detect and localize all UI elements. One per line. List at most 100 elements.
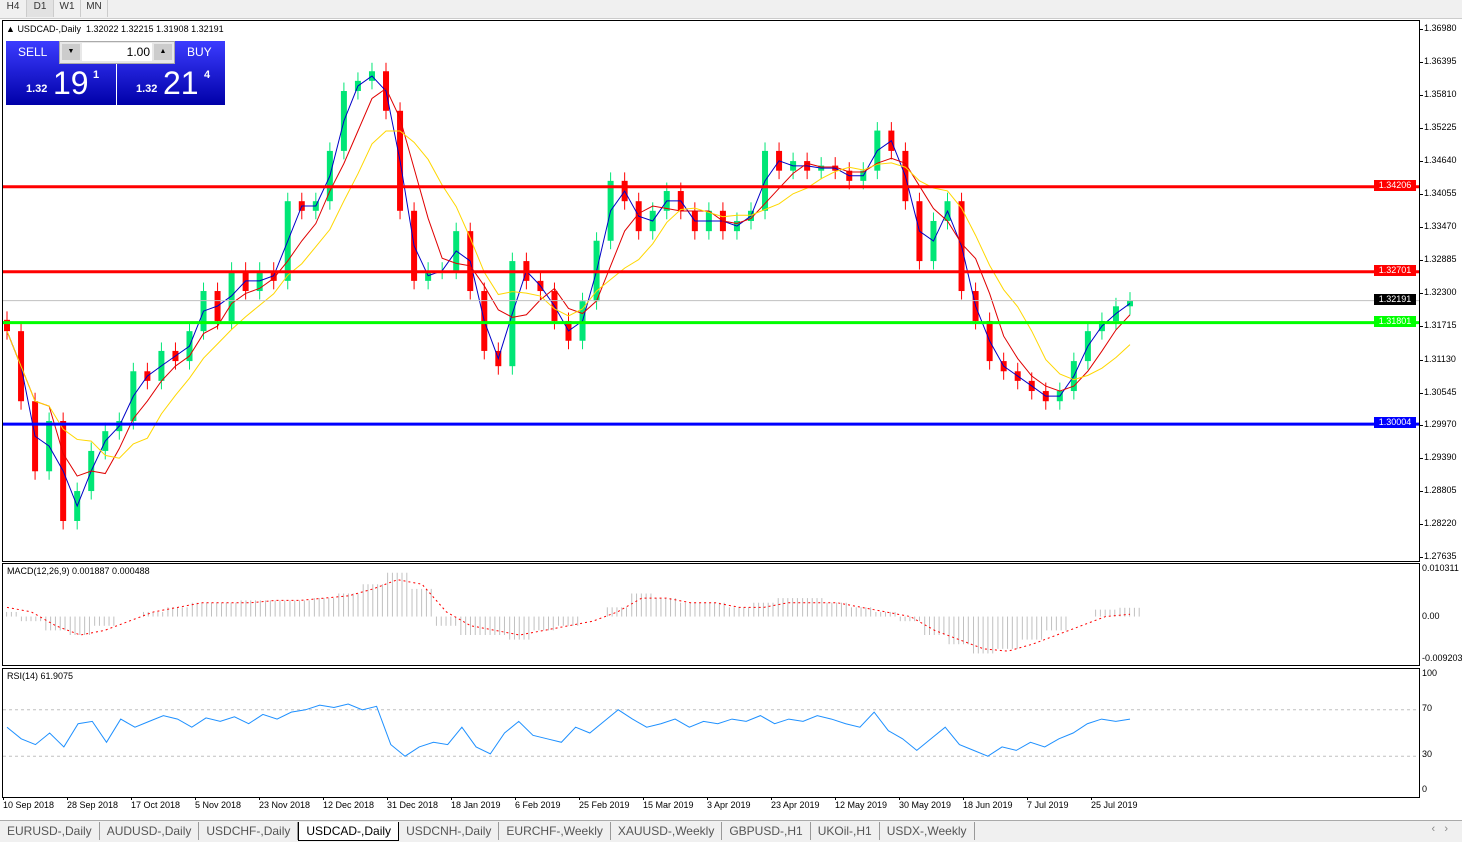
y-tick-label: 1.36395 xyxy=(1424,56,1457,67)
x-tick-label: 3 Apr 2019 xyxy=(707,800,751,810)
x-tick-mark xyxy=(579,797,580,800)
y-tick-mark xyxy=(1419,326,1423,328)
x-tick-label: 25 Jul 2019 xyxy=(1091,800,1138,810)
price-chart[interactable] xyxy=(2,20,1420,562)
lot-increase-button[interactable]: ▲ xyxy=(154,44,172,60)
chart-tab[interactable]: USDX-,Weekly xyxy=(880,822,975,840)
level-price-tag: 1.32701 xyxy=(1374,264,1416,276)
x-tick-label: 18 Jun 2019 xyxy=(963,800,1013,810)
lot-control: ▼ 1.00 ▲ xyxy=(59,41,175,64)
x-tick-label: 17 Oct 2018 xyxy=(131,800,181,810)
sell-price-sup: 1 xyxy=(93,69,100,81)
rsi-y-label: 70 xyxy=(1422,702,1433,713)
y-tick-label: 1.35225 xyxy=(1424,122,1457,133)
y-tick-label: 1.35810 xyxy=(1424,89,1457,100)
y-tick-mark xyxy=(1419,95,1423,97)
macd-y-label: 0.00 xyxy=(1422,610,1440,621)
y-tick-label: 1.28220 xyxy=(1424,517,1457,528)
chart-tab[interactable]: EURCHF-,Weekly xyxy=(499,822,611,840)
chart-tab[interactable]: AUDUSD-,Daily xyxy=(100,822,200,840)
x-tick-label: 10 Sep 2018 xyxy=(3,800,55,810)
y-tick-mark xyxy=(1419,359,1423,361)
buy-price-sup: 4 xyxy=(204,69,211,81)
y-tick-mark xyxy=(1419,161,1423,163)
macd-y-label: 0.010311 xyxy=(1422,563,1459,573)
rsi-y-label: 100 xyxy=(1422,668,1438,678)
x-tick-mark xyxy=(323,797,324,800)
one-click-trading-panel: SELL 1.32 19 1 BUY 1.32 21 4 ▼ 1.00 ▲ xyxy=(6,41,225,105)
buy-price-big: 1.32 xyxy=(136,83,158,95)
x-tick-label: 7 Jul 2019 xyxy=(1027,800,1069,810)
candle-body xyxy=(4,319,10,332)
y-tick-label: 1.32885 xyxy=(1424,254,1457,265)
y-tick-mark xyxy=(1419,425,1423,427)
rsi-pane[interactable] xyxy=(2,668,1420,798)
tf-w1[interactable]: W1 xyxy=(54,0,81,17)
buy-button[interactable]: BUY 1.32 21 4 xyxy=(117,41,225,105)
ma-fast-line xyxy=(6,75,1131,508)
y-tick-mark xyxy=(1419,29,1423,30)
x-tick-mark xyxy=(1027,797,1028,800)
x-tick-mark xyxy=(3,797,4,800)
lot-input[interactable]: 1.00 xyxy=(82,43,152,61)
x-tick-label: 12 Dec 2018 xyxy=(323,800,375,810)
y-tick-mark xyxy=(1419,457,1423,459)
scroll-right-icon[interactable]: › xyxy=(1444,823,1448,835)
x-tick-mark xyxy=(643,797,644,800)
tf-mn[interactable]: MN xyxy=(81,0,108,17)
level-price-tag: 1.30004 xyxy=(1374,417,1416,429)
chart-tab[interactable]: USDCAD-,Daily xyxy=(298,822,400,841)
rsi-y-label: 0 xyxy=(1422,784,1428,794)
x-tick-label: 15 Mar 2019 xyxy=(643,800,694,810)
y-tick-mark xyxy=(1419,557,1423,558)
y-tick-label: 1.33470 xyxy=(1424,221,1457,232)
x-tick-mark xyxy=(963,797,964,800)
chart-tab[interactable]: GBPUSD-,H1 xyxy=(722,822,811,840)
x-tick-mark xyxy=(899,797,900,800)
chart-tab[interactable]: UKOil-,H1 xyxy=(811,822,880,840)
level-price-tag: 1.34206 xyxy=(1374,179,1416,191)
candle-body xyxy=(1127,300,1133,307)
x-tick-mark xyxy=(835,797,836,800)
buy-label: BUY xyxy=(187,45,212,59)
y-tick-label: 1.36980 xyxy=(1424,23,1457,33)
buy-price-main: 21 xyxy=(163,65,199,101)
chart-header: ▲ USDCAD-,Daily 1.32022 1.32215 1.31908 … xyxy=(6,24,224,34)
scroll-left-icon[interactable]: ‹ xyxy=(1431,823,1436,835)
header-arrow: ▲ xyxy=(6,24,15,34)
x-tick-mark xyxy=(1091,797,1092,800)
chart-tabs: EURUSD-,Daily AUDUSD-,Daily USDCHF-,Daily U… xyxy=(0,820,1462,842)
rsi-line xyxy=(6,703,1131,757)
x-tick-mark xyxy=(259,797,260,800)
tab-scroll[interactable]: ‹ › xyxy=(1431,823,1448,835)
x-tick-mark xyxy=(131,797,132,800)
lot-decrease-button[interactable]: ▼ xyxy=(62,44,80,60)
chart-tab[interactable]: EURUSD-,Daily xyxy=(0,822,100,840)
y-tick-label: 1.29390 xyxy=(1424,451,1457,462)
chart-tab[interactable]: XAUUSD-,Weekly xyxy=(611,822,723,840)
sell-price-main: 19 xyxy=(53,65,89,101)
sell-price-big: 1.32 xyxy=(26,83,48,95)
x-tick-label: 6 Feb 2019 xyxy=(515,800,561,810)
x-tick-label: 31 Dec 2018 xyxy=(387,800,439,810)
tf-d1[interactable]: D1 xyxy=(27,0,54,17)
header-symbol: USDCAD-,Daily xyxy=(17,24,81,34)
y-tick-label: 1.34640 xyxy=(1424,155,1457,166)
y-tick-mark xyxy=(1419,227,1423,229)
chart-tab[interactable]: USDCNH-,Daily xyxy=(399,822,500,840)
y-tick-label: 1.29970 xyxy=(1424,419,1457,430)
tf-h4[interactable]: H4 xyxy=(0,0,27,17)
y-tick-mark xyxy=(1419,128,1423,130)
x-tick-label: 25 Feb 2019 xyxy=(579,800,630,810)
y-tick-mark xyxy=(1419,293,1423,295)
y-tick-mark xyxy=(1419,392,1423,394)
macd-pane[interactable] xyxy=(2,563,1420,666)
y-tick-label: 1.28805 xyxy=(1424,484,1457,495)
y-tick-label: 1.31130 xyxy=(1424,353,1456,364)
y-tick-label: 1.31715 xyxy=(1424,320,1457,331)
y-tick-label: 1.32300 xyxy=(1424,287,1457,298)
chart-tab[interactable]: USDCHF-,Daily xyxy=(199,822,299,840)
y-tick-mark xyxy=(1419,62,1423,64)
y-tick-label: 1.34055 xyxy=(1424,188,1457,199)
level-price-tag: 1.32191 xyxy=(1374,293,1416,305)
